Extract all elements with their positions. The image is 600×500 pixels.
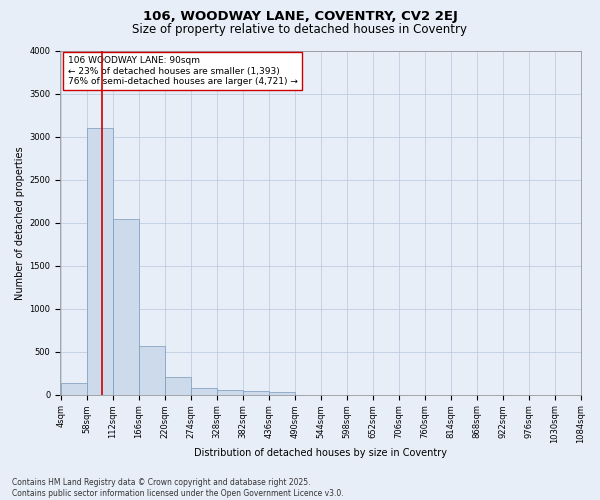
Bar xyxy=(191,388,217,394)
X-axis label: Distribution of detached houses by size in Coventry: Distribution of detached houses by size … xyxy=(194,448,447,458)
Bar xyxy=(269,392,295,394)
Text: Contains HM Land Registry data © Crown copyright and database right 2025.
Contai: Contains HM Land Registry data © Crown c… xyxy=(12,478,344,498)
Bar xyxy=(61,384,87,394)
Text: 106 WOODWAY LANE: 90sqm
← 23% of detached houses are smaller (1,393)
76% of semi: 106 WOODWAY LANE: 90sqm ← 23% of detache… xyxy=(68,56,298,86)
Bar xyxy=(113,218,139,394)
Text: Size of property relative to detached houses in Coventry: Size of property relative to detached ho… xyxy=(133,22,467,36)
Text: 106, WOODWAY LANE, COVENTRY, CV2 2EJ: 106, WOODWAY LANE, COVENTRY, CV2 2EJ xyxy=(143,10,457,23)
Bar xyxy=(243,391,269,394)
Bar xyxy=(217,390,243,394)
Y-axis label: Number of detached properties: Number of detached properties xyxy=(15,146,25,300)
Bar xyxy=(139,346,165,395)
Bar xyxy=(87,128,113,394)
Bar xyxy=(165,378,191,394)
